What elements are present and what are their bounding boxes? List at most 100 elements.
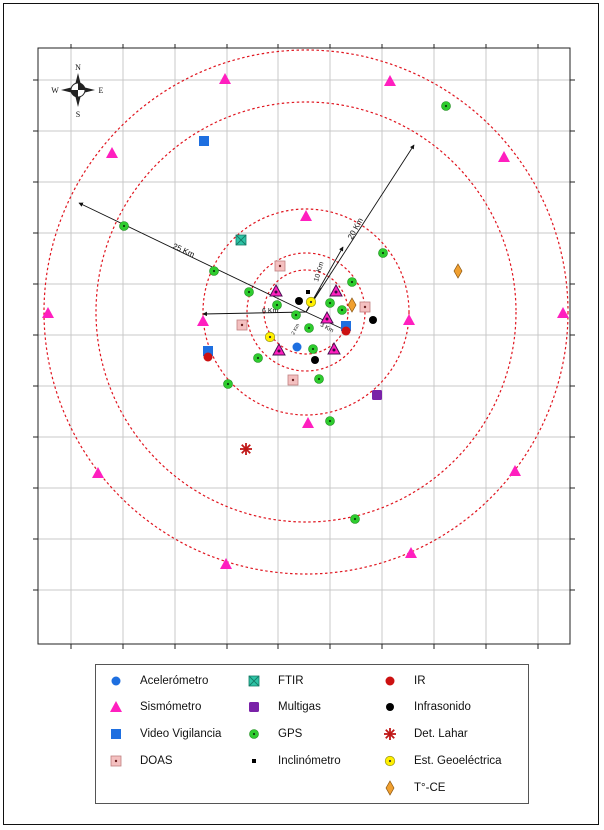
doas-marker bbox=[110, 755, 122, 767]
legend-label: Acelerómetro bbox=[140, 675, 209, 687]
legend-item-gps: GPS bbox=[246, 726, 302, 742]
legend-label: IR bbox=[414, 675, 426, 687]
south-label: S bbox=[76, 110, 80, 119]
line-6km bbox=[202, 311, 307, 317]
infrasonido-marker bbox=[311, 356, 319, 364]
legend-label: Sismómetro bbox=[140, 701, 202, 713]
video-marker bbox=[203, 346, 213, 356]
green-dot-circle-icon bbox=[249, 729, 259, 739]
map-legend: Acelerómetro FTIR IR Sismómetro Multigas Infr… bbox=[95, 664, 529, 804]
doas-marker bbox=[287, 374, 299, 386]
sismometro-dark-marker bbox=[272, 342, 286, 356]
gps-marker bbox=[253, 353, 263, 363]
red-circle-icon bbox=[385, 676, 395, 686]
ring-6km bbox=[202, 208, 410, 416]
sismometro-marker bbox=[219, 73, 231, 84]
sismometro-dark-marker bbox=[327, 341, 341, 355]
line-25km bbox=[78, 202, 307, 313]
sismometro-marker bbox=[92, 467, 104, 478]
gps-marker bbox=[337, 305, 347, 315]
gps-marker bbox=[291, 310, 301, 320]
gps-marker bbox=[441, 101, 451, 111]
legend-item-acelerometro: Acelerómetro bbox=[108, 673, 208, 689]
gps-marker bbox=[249, 729, 259, 739]
ir-marker bbox=[203, 352, 213, 362]
ring-label-3km: 3 Km bbox=[319, 322, 334, 334]
legend-item-geoelectrica: Est. Geoeléctrica bbox=[382, 753, 502, 769]
map-grid bbox=[38, 48, 570, 644]
lahar-marker bbox=[240, 443, 252, 455]
gps-marker bbox=[350, 514, 360, 524]
map-border bbox=[37, 47, 571, 645]
distance-labels: 25 Km 20 Km 10 Km 6 Km 3 Km 2 Km bbox=[171, 216, 365, 336]
sismometro-marker bbox=[403, 314, 415, 325]
acelerometro-marker bbox=[292, 342, 302, 352]
geoelectrica-marker bbox=[264, 331, 276, 343]
geoelectrica-marker bbox=[384, 755, 396, 767]
sismometro-marker bbox=[302, 417, 314, 428]
gps-marker bbox=[314, 374, 324, 384]
sismometro-dark-marker bbox=[320, 310, 334, 324]
legend-label: Det. Lahar bbox=[414, 728, 468, 740]
acelerometro-marker bbox=[111, 676, 121, 686]
legend-label: FTIR bbox=[278, 675, 304, 687]
blue-circle-icon bbox=[111, 676, 121, 686]
ring-2km bbox=[263, 269, 349, 355]
station-markers bbox=[42, 73, 569, 569]
sismometro-marker bbox=[106, 147, 118, 158]
map-ticks bbox=[33, 44, 575, 649]
ring-label-6km: 6 Km bbox=[262, 308, 279, 315]
sismometro-marker bbox=[42, 307, 54, 318]
inclinometro-marker bbox=[252, 759, 256, 763]
sismometro-marker bbox=[110, 701, 122, 712]
sismometro-dark-marker bbox=[269, 283, 283, 297]
yellow-dot-circle-icon bbox=[384, 755, 396, 767]
gps-marker bbox=[308, 344, 318, 354]
sismometro-dark-marker bbox=[329, 283, 343, 297]
ring-label-20km: 20 Km bbox=[346, 216, 365, 241]
ir-marker bbox=[341, 326, 351, 336]
gps-marker bbox=[347, 277, 357, 287]
sismometro-marker bbox=[220, 558, 232, 569]
black-circle-icon bbox=[386, 703, 394, 711]
ring-20km bbox=[95, 101, 517, 523]
legend-item-doas: DOAS bbox=[108, 753, 173, 769]
gps-marker bbox=[209, 266, 219, 276]
west-label: W bbox=[51, 86, 59, 95]
ftir-marker bbox=[235, 234, 247, 246]
red-asterisk-icon bbox=[384, 728, 396, 740]
video-marker bbox=[199, 136, 209, 146]
legend-label: T°-CE bbox=[414, 782, 446, 794]
infrasonido-marker bbox=[369, 316, 377, 324]
legend-label: Inclinómetro bbox=[278, 755, 341, 767]
north-arrow: N S E W bbox=[51, 63, 103, 119]
tce-marker bbox=[385, 780, 395, 796]
ring-label-10km: 10 Km bbox=[313, 261, 325, 283]
pink-dot-square-icon bbox=[110, 755, 122, 767]
gps-marker bbox=[325, 416, 335, 426]
legend-item-ftir: FTIR bbox=[246, 673, 304, 689]
purple-square-icon bbox=[249, 702, 259, 712]
infrasonido-marker bbox=[386, 703, 394, 711]
doas-marker bbox=[359, 301, 371, 313]
sismometro-marker bbox=[509, 465, 521, 476]
sismometro-marker bbox=[405, 547, 417, 558]
black-small-square-icon bbox=[252, 759, 256, 763]
ir-marker bbox=[385, 676, 395, 686]
gps-marker bbox=[272, 300, 282, 310]
legend-item-tce: T°-CE bbox=[382, 780, 445, 796]
blue-square-icon bbox=[111, 729, 121, 739]
east-label: E bbox=[99, 86, 104, 95]
gps-marker bbox=[244, 287, 254, 297]
line-20km bbox=[305, 144, 415, 313]
sismometro-marker bbox=[197, 315, 209, 326]
gps-marker bbox=[223, 379, 233, 389]
gps-marker bbox=[304, 323, 314, 333]
ftir-marker bbox=[248, 675, 260, 687]
sismometro-marker bbox=[498, 151, 510, 162]
legend-label: Est. Geoeléctrica bbox=[414, 755, 502, 767]
legend-item-inclinometro: Inclinómetro bbox=[246, 753, 341, 769]
legend-item-ir: IR bbox=[382, 673, 426, 689]
teal-crossed-square-icon bbox=[248, 675, 260, 687]
